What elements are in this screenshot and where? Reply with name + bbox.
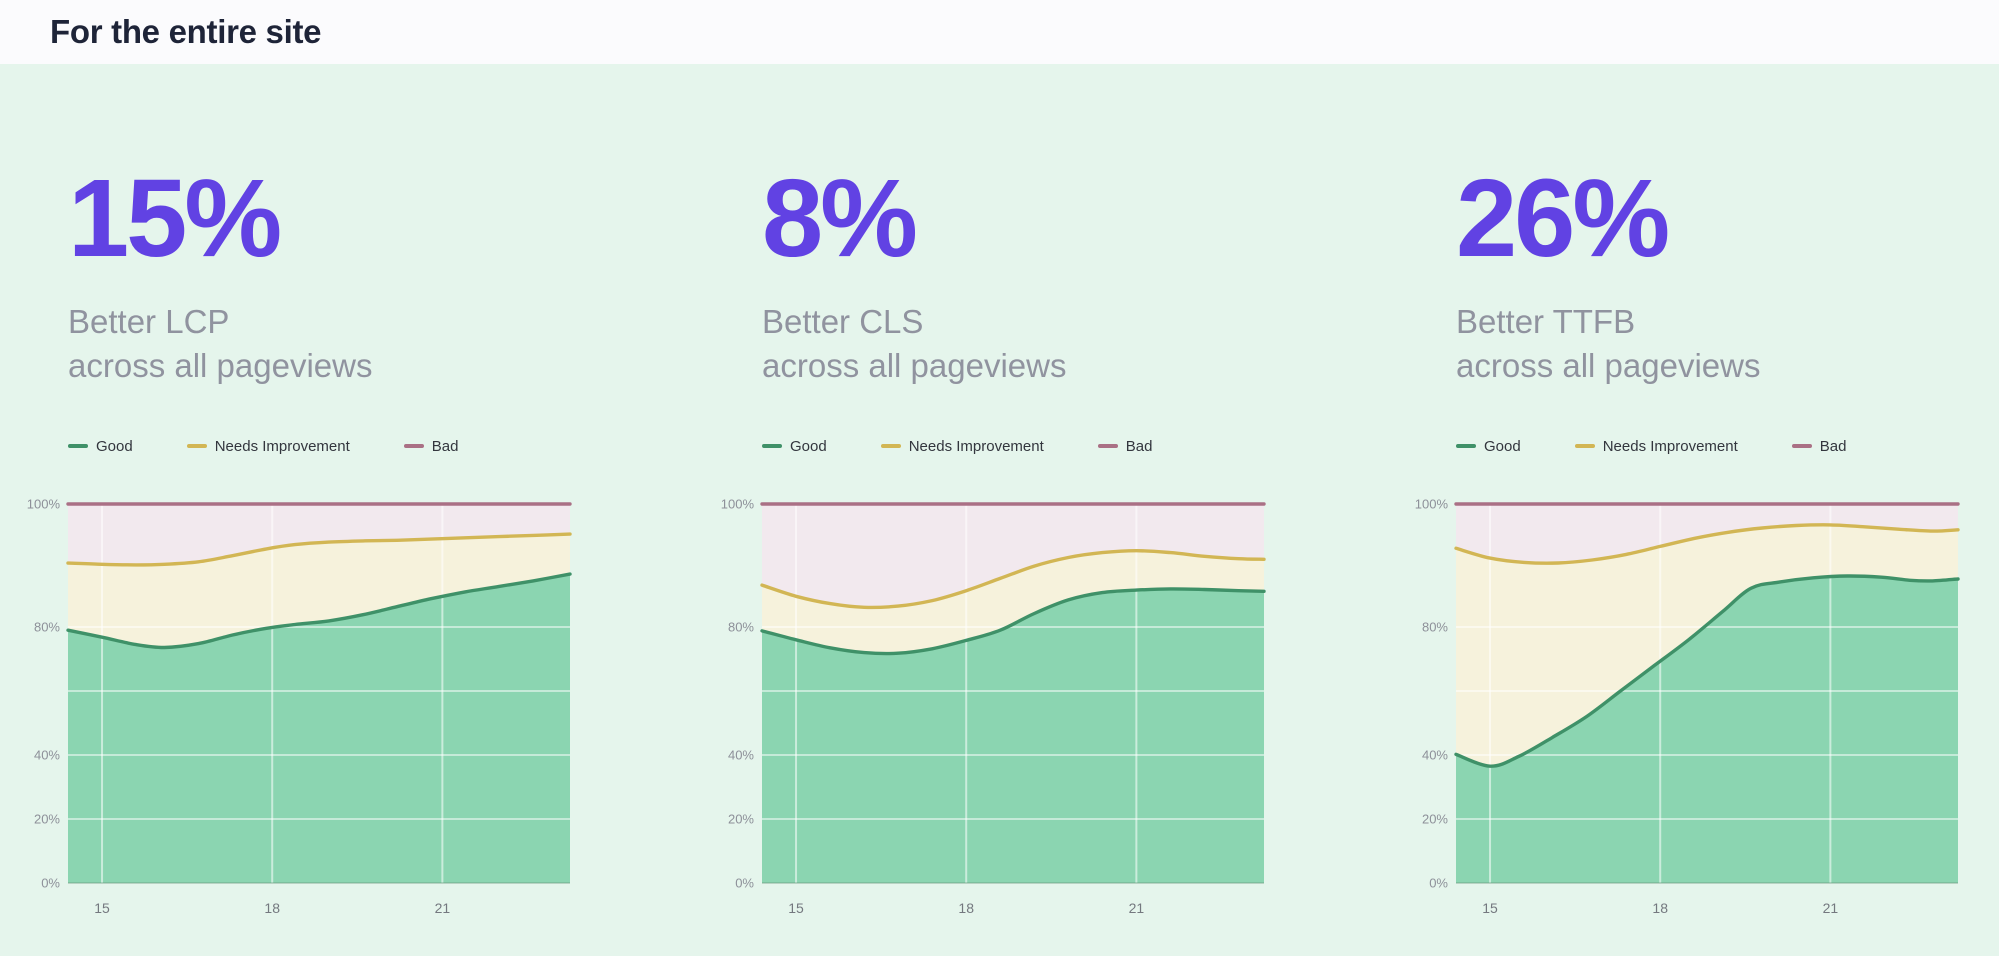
legend-label: Bad <box>1125 437 1153 455</box>
legend-label: Bad <box>431 437 459 455</box>
y-axis-tick-label: 100% <box>27 496 61 511</box>
stat-value-lcp: 15% <box>68 157 282 280</box>
stat-label-cls: Better CLS across all pageviews <box>762 300 1264 388</box>
x-axis-tick-label: 15 <box>788 900 804 916</box>
stat-label-line2: across all pageviews <box>1456 346 1761 384</box>
x-axis-tick-label: 21 <box>1823 900 1839 916</box>
stat-value-ttfb: 26% <box>1456 157 1670 280</box>
legend-item-bad: Bad <box>1791 437 1847 455</box>
chart-legend: Good Needs Improvement Bad <box>68 438 570 455</box>
needs-improvement-dash-icon <box>186 444 207 449</box>
x-axis-tick-label: 21 <box>1129 900 1145 916</box>
y-axis-tick-label: 20% <box>728 811 754 826</box>
needs-improvement-dash-icon <box>1574 444 1595 449</box>
good-dash-icon <box>762 444 782 449</box>
legend-label: Needs Improvement <box>1602 437 1738 455</box>
legend-label: Good <box>790 437 827 455</box>
metric-panel-lcp: 15% Better LCP across all pageviews Good… <box>27 157 572 925</box>
needs-improvement-dash-icon <box>880 444 901 449</box>
legend-label: Needs Improvement <box>214 437 350 455</box>
y-axis-tick-label: 0% <box>41 875 60 890</box>
y-axis-tick-label: 40% <box>1422 747 1448 762</box>
bad-dash-icon <box>1097 444 1118 449</box>
y-axis-tick-label: 20% <box>34 811 60 826</box>
x-axis-tick-label: 15 <box>1482 900 1498 916</box>
y-axis-tick-label: 20% <box>1422 811 1448 826</box>
legend-label: Needs Improvement <box>908 437 1044 455</box>
legend-label: Bad <box>1819 437 1847 455</box>
ttfb-stacked-area-chart: 100% 80% 40% 20% 0% 15 18 21 <box>1415 496 1960 916</box>
stat-label-line1: Better TTFB <box>1456 303 1636 340</box>
y-axis-tick-label: 100% <box>1415 496 1449 511</box>
x-axis-tick-label: 18 <box>958 900 974 916</box>
metric-panel-ttfb: 26% Better TTFB across all pageviews Goo… <box>1415 157 1960 925</box>
y-axis-tick-label: 0% <box>735 875 754 890</box>
cls-stacked-area-chart: 100% 80% 40% 20% 0% 15 18 21 <box>721 496 1266 916</box>
y-axis-tick-label: 80% <box>728 619 754 634</box>
legend-item-needs-improvement: Needs Improvement <box>1574 437 1738 455</box>
legend-item-needs-improvement: Needs Improvement <box>186 437 350 455</box>
stat-label-line1: Better LCP <box>68 303 230 340</box>
stat-label-ttfb: Better TTFB across all pageviews <box>1456 300 1958 388</box>
legend-item-needs-improvement: Needs Improvement <box>880 437 1044 455</box>
metric-panel-cls: 8% Better CLS across all pageviews Good … <box>721 157 1266 925</box>
top-bar: For the entire site <box>0 0 1999 64</box>
lcp-stacked-area-chart: 100% 80% 40% 20% 0% 15 18 21 <box>27 496 572 916</box>
good-dash-icon <box>68 444 88 449</box>
bad-dash-icon <box>403 444 424 449</box>
legend-item-bad: Bad <box>403 437 459 455</box>
chart-legend: Good Needs Improvement Bad <box>1456 438 1958 455</box>
vitals-summary-section: 15% Better LCP across all pageviews Good… <box>0 64 1999 925</box>
x-axis-tick-label: 21 <box>435 900 451 916</box>
y-axis-tick-label: 40% <box>728 747 754 762</box>
stat-value-cls: 8% <box>762 157 918 280</box>
chart-legend: Good Needs Improvement Bad <box>762 438 1264 455</box>
legend-label: Good <box>96 437 133 455</box>
legend-item-good: Good <box>68 438 133 455</box>
x-axis-tick-label: 15 <box>94 900 110 916</box>
y-axis-tick-label: 0% <box>1429 875 1448 890</box>
x-axis-tick-label: 18 <box>264 900 280 916</box>
y-axis-tick-label: 80% <box>1422 619 1448 634</box>
legend-item-bad: Bad <box>1097 437 1153 455</box>
legend-item-good: Good <box>762 438 827 455</box>
legend-label: Good <box>1484 437 1521 455</box>
stat-label-line2: across all pageviews <box>762 346 1067 384</box>
bad-dash-icon <box>1791 444 1812 449</box>
page-title: For the entire site <box>50 13 322 50</box>
stat-label-line1: Better CLS <box>762 303 924 340</box>
y-axis-tick-label: 100% <box>721 496 755 511</box>
x-axis-tick-label: 18 <box>1652 900 1668 916</box>
good-dash-icon <box>1456 444 1476 449</box>
stat-label-lcp: Better LCP across all pageviews <box>68 300 570 388</box>
legend-item-good: Good <box>1456 438 1521 455</box>
y-axis-tick-label: 80% <box>34 619 60 634</box>
y-axis-tick-label: 40% <box>34 747 60 762</box>
stat-label-line2: across all pageviews <box>68 346 373 384</box>
